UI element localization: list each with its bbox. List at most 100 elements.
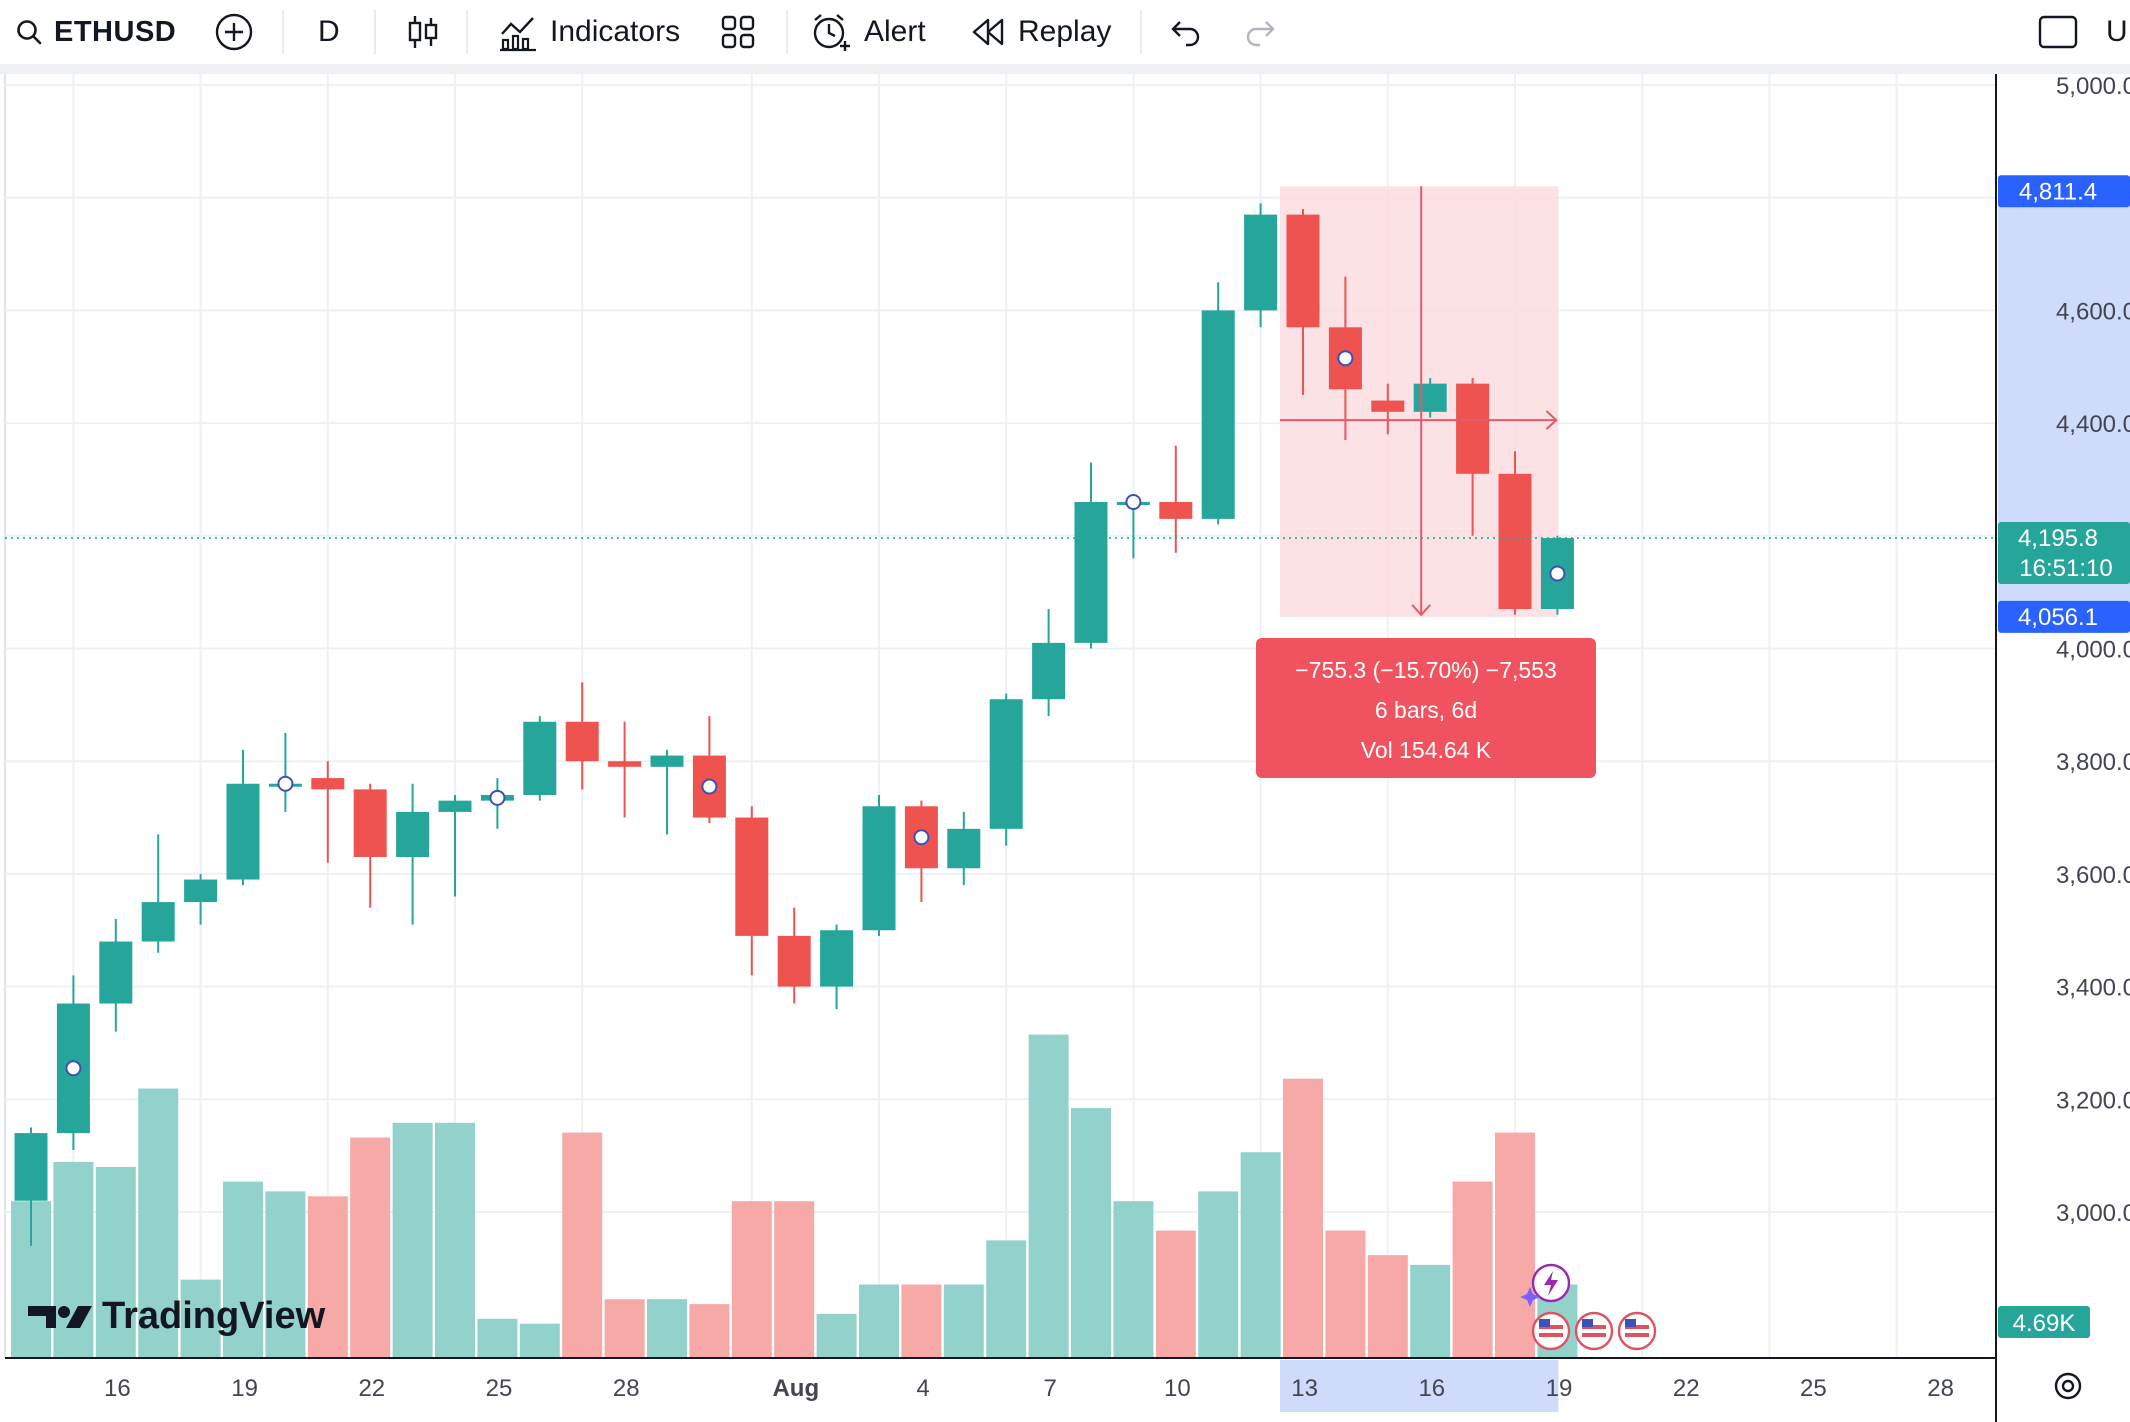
toolbar-divider — [282, 10, 284, 54]
interval-label: D — [318, 15, 340, 48]
candle-body — [735, 817, 769, 936]
symbol-search-button[interactable]: ETHUSD — [16, 0, 176, 64]
volume-value-label: 4.69K — [2013, 1310, 2076, 1337]
current-price-tag: 4,195.8 16:51:10 — [1998, 522, 2130, 585]
event-marker — [913, 829, 930, 846]
candle-body — [184, 879, 218, 903]
time-axis-label: 28 — [1927, 1375, 1954, 1402]
candle-body — [820, 930, 854, 987]
toolbar-divider — [374, 10, 376, 54]
volume-bar — [350, 1137, 391, 1358]
volume-bar — [223, 1181, 263, 1358]
candle-body — [650, 755, 684, 767]
time-axis-label: 10 — [1164, 1375, 1191, 1402]
volume-bar — [307, 1196, 348, 1358]
volume-bar — [138, 1088, 179, 1358]
rewind-icon — [970, 16, 1006, 48]
time-axis[interactable]: 16 19 22 25 28 Aug 4 7 10 13 16 19 22 25 28 — [104, 1375, 1954, 1402]
measure-arrows — [1280, 186, 1558, 617]
compare-symbol-button[interactable] — [214, 0, 254, 64]
plus-circle-icon — [214, 12, 254, 52]
tradingview-logo[interactable]: TradingView — [28, 1295, 326, 1337]
price-axis-label: 3,800.0 — [2056, 749, 2130, 776]
alert-button[interactable]: Alert — [810, 0, 926, 64]
time-axis-label: 28 — [613, 1375, 640, 1402]
time-axis-label: Aug — [772, 1375, 819, 1402]
volume-bar — [604, 1299, 645, 1358]
price-axis[interactable]: 5,000.0 4,600.0 4,400.0 4,000.0 3,800.0 3,600… — [2056, 74, 2130, 1227]
chart-type-button[interactable] — [406, 0, 440, 64]
candle-body — [989, 699, 1023, 829]
candle-body — [1286, 214, 1320, 328]
candle-body — [608, 761, 642, 767]
volume-bar — [859, 1284, 899, 1358]
volume-bar — [1410, 1264, 1451, 1358]
event-marker — [65, 1060, 82, 1077]
candle-body — [777, 935, 811, 987]
interval-button[interactable]: D — [318, 0, 340, 64]
volume-bar — [392, 1122, 433, 1358]
candle-body — [862, 806, 896, 931]
volume-bar — [1155, 1230, 1196, 1358]
undo-arrow-icon — [1168, 17, 1202, 47]
candle-body — [1456, 383, 1490, 474]
candle-body — [1371, 400, 1405, 412]
volume-bar — [265, 1191, 306, 1358]
toolbar-divider — [786, 10, 788, 54]
toolbar-cut-item[interactable]: U — [2106, 0, 2128, 64]
time-axis-label: 16 — [104, 1375, 131, 1402]
candles-icon — [406, 12, 440, 52]
candle-body — [1159, 501, 1193, 519]
time-axis-label: 13 — [1291, 1375, 1318, 1402]
replay-button[interactable]: Replay — [970, 0, 1111, 64]
time-axis-label: 7 — [1044, 1375, 1057, 1402]
candle-body — [226, 783, 260, 880]
news-flash-icon[interactable] — [1520, 1263, 1571, 1307]
volume-bar — [519, 1323, 560, 1358]
redo-button[interactable] — [1244, 0, 1278, 64]
layouts-button[interactable] — [720, 0, 756, 64]
measure-change-text: −755.3 (−15.70%) −7,553 — [1295, 657, 1557, 683]
candle-body — [1074, 501, 1108, 643]
measure-volume-text: Vol 154.64 K — [1361, 737, 1492, 763]
event-markers — [65, 350, 1566, 1077]
fullscreen-button[interactable] — [2038, 0, 2078, 64]
measure-horizontal-arrowhead — [1545, 410, 1558, 430]
bar-countdown-label: 16:51:10 — [2019, 555, 2112, 582]
candle-body — [1413, 383, 1447, 412]
volume-bar — [435, 1122, 475, 1358]
volume-bar — [1198, 1191, 1239, 1358]
toolbar-divider — [466, 10, 468, 54]
indicators-label: Indicators — [550, 15, 681, 48]
time-axis-label: 25 — [1800, 1375, 1827, 1402]
cut-item-label: U — [2106, 15, 2128, 48]
indicators-button[interactable]: Indicators — [498, 0, 680, 64]
candle-body — [14, 1133, 48, 1201]
volume-bar — [53, 1162, 94, 1358]
us-flag-icon — [1531, 1311, 1571, 1351]
undo-button[interactable] — [1168, 0, 1202, 64]
volume-bar — [477, 1318, 518, 1358]
candle-body — [1498, 473, 1532, 610]
price-axis-label: 3,000.0 — [2056, 1200, 2130, 1227]
event-marker — [277, 775, 294, 792]
volume-bar — [1283, 1078, 1323, 1358]
price-chart[interactable]: −755.3 (−15.70%) −7,553 6 bars, 6d Vol 1… — [0, 74, 2130, 1422]
top-toolbar: ETHUSD D Indicators Alert Re — [0, 0, 2130, 64]
event-marker — [701, 778, 718, 795]
price-axis-label: 4,400.0 — [2056, 411, 2130, 438]
alarm-clock-icon — [810, 11, 852, 53]
measure-tooltip: −755.3 (−15.70%) −7,553 6 bars, 6d Vol 1… — [1256, 638, 1596, 778]
time-axis-label: 19 — [1546, 1375, 1573, 1402]
volume-bar — [1452, 1181, 1493, 1358]
volume-bar — [562, 1132, 603, 1358]
toolbar-shadow — [0, 64, 2130, 74]
axis-settings-button[interactable] — [2054, 1372, 2082, 1400]
volume-bar — [731, 1201, 772, 1358]
tradingview-logo-text: TradingView — [102, 1295, 326, 1337]
volume-bar — [901, 1284, 942, 1358]
price-axis-label: 4,600.0 — [2056, 298, 2130, 325]
volume-bar — [1495, 1132, 1535, 1358]
time-axis-label: 4 — [916, 1375, 929, 1402]
price-axis-label: 3,600.0 — [2056, 862, 2130, 889]
